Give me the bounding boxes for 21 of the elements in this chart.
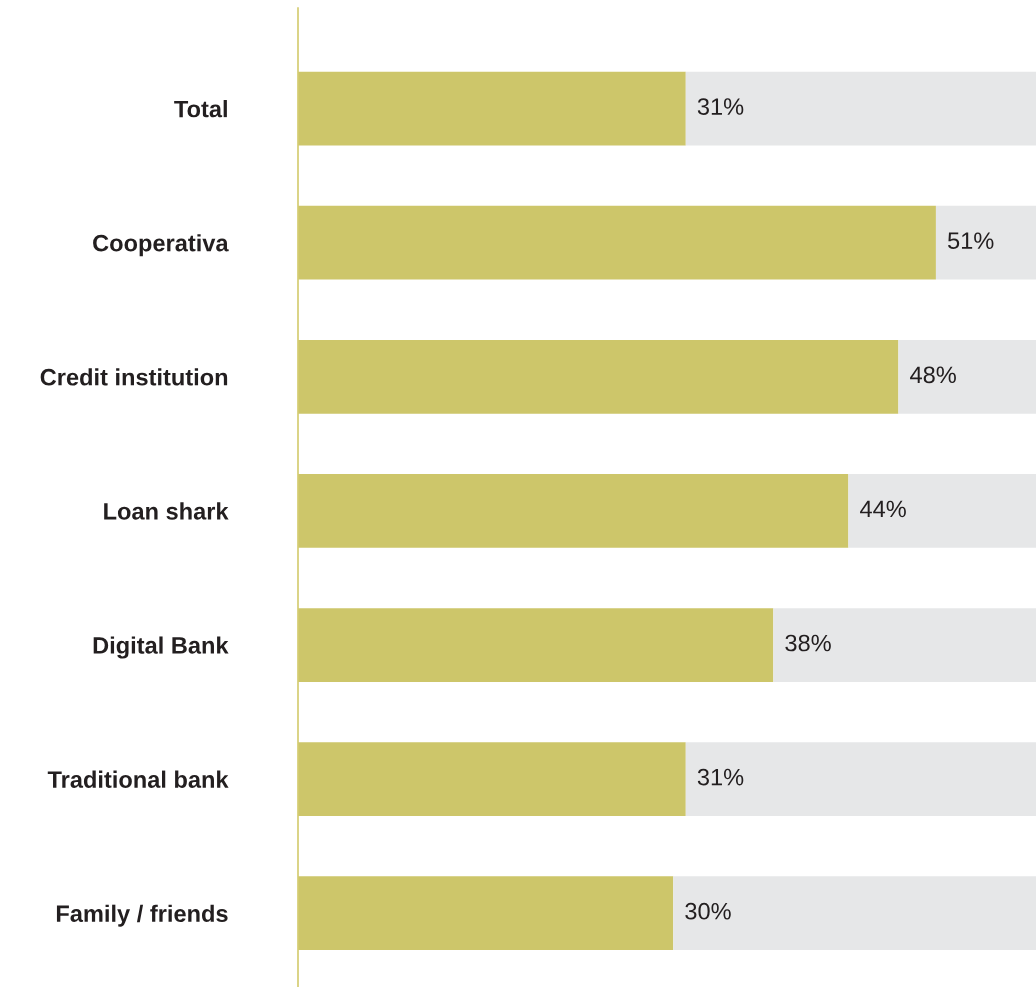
y-tick-label: Digital Bank: [93, 636, 229, 659]
bar: [685, 71, 1036, 146]
data-label: 38%: [785, 634, 831, 652]
data-label: 44%: [860, 500, 906, 518]
data-label: 51%: [947, 232, 994, 250]
y-tick-label: Loan shark: [104, 502, 229, 520]
bar: [848, 474, 1036, 548]
y-tick-label: Cooperativa: [93, 234, 229, 257]
y-tick-label: Traditional bank: [47, 770, 229, 788]
bar: [673, 876, 1036, 951]
bar: [773, 608, 1036, 682]
bar: [935, 205, 1036, 280]
y-tick-label: Total: [174, 100, 227, 118]
data-label: 48%: [910, 366, 956, 384]
data-label: 30%: [685, 902, 731, 920]
data-label: 31%: [697, 768, 744, 786]
bar: [898, 339, 1036, 414]
data-label: 31%: [697, 98, 744, 115]
y-tick-label: Family / friends: [56, 904, 228, 927]
y-tick-label: Credit institution: [40, 368, 228, 386]
bar: [685, 742, 1036, 817]
